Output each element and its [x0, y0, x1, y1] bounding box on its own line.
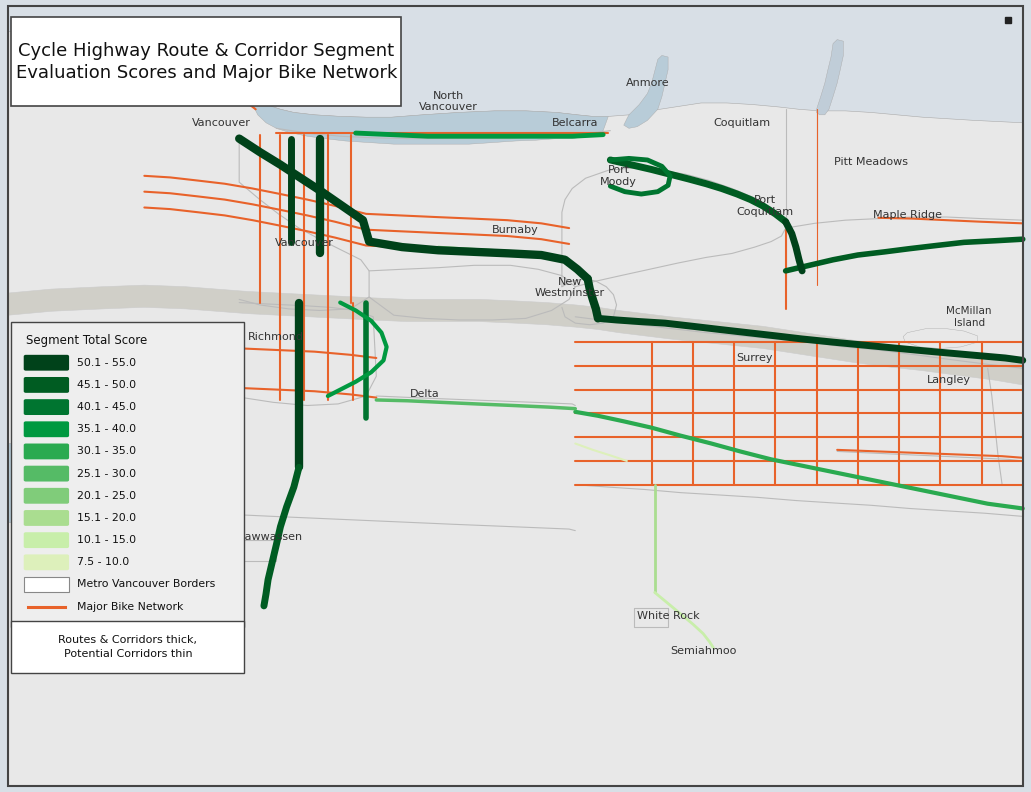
FancyBboxPatch shape — [24, 488, 69, 504]
Text: Pitt Meadows: Pitt Meadows — [834, 157, 908, 166]
Polygon shape — [8, 434, 222, 523]
Text: Langley: Langley — [927, 375, 970, 385]
Text: 10.1 - 15.0: 10.1 - 15.0 — [77, 535, 136, 545]
FancyBboxPatch shape — [24, 532, 69, 548]
Polygon shape — [903, 329, 977, 348]
Text: Metro Vancouver Borders: Metro Vancouver Borders — [77, 580, 215, 589]
Text: Burnaby: Burnaby — [492, 225, 539, 234]
FancyBboxPatch shape — [11, 322, 244, 627]
Polygon shape — [817, 40, 843, 115]
Text: McMillan
Island: McMillan Island — [946, 306, 992, 328]
Text: Semiahmoo: Semiahmoo — [670, 646, 736, 656]
Text: 40.1 - 45.0: 40.1 - 45.0 — [77, 402, 136, 412]
FancyBboxPatch shape — [24, 577, 69, 592]
Text: 50.1 - 55.0: 50.1 - 55.0 — [77, 358, 136, 367]
Text: Cycle Highway Route & Corridor Segment
Evaluation Scores and Major Bike Network: Cycle Highway Route & Corridor Segment E… — [15, 42, 397, 82]
FancyBboxPatch shape — [24, 377, 69, 393]
FancyBboxPatch shape — [24, 510, 69, 526]
Text: 35.1 - 40.0: 35.1 - 40.0 — [77, 425, 136, 434]
FancyBboxPatch shape — [24, 355, 69, 371]
FancyBboxPatch shape — [24, 399, 69, 415]
Text: Routes & Corridors thick,
Potential Corridors thin: Routes & Corridors thick, Potential Corr… — [59, 635, 197, 659]
Polygon shape — [8, 285, 1023, 385]
Text: Coquitlam: Coquitlam — [713, 118, 771, 128]
FancyBboxPatch shape — [11, 621, 244, 673]
Polygon shape — [8, 32, 1023, 786]
Text: Anmore: Anmore — [626, 78, 669, 88]
Text: New
Westminster: New Westminster — [535, 276, 605, 299]
Text: Vancouver: Vancouver — [192, 118, 252, 128]
Polygon shape — [624, 55, 668, 128]
Text: Tsawwassen: Tsawwassen — [234, 532, 302, 542]
FancyBboxPatch shape — [24, 466, 69, 482]
FancyBboxPatch shape — [24, 444, 69, 459]
Polygon shape — [250, 89, 608, 144]
Text: North
Vancouver: North Vancouver — [419, 90, 478, 112]
Text: 7.5 - 10.0: 7.5 - 10.0 — [77, 558, 130, 567]
Text: Belcarra: Belcarra — [552, 118, 599, 128]
Text: White Rock: White Rock — [637, 611, 699, 621]
Text: Maple Ridge: Maple Ridge — [873, 211, 941, 220]
Text: Port
Coquitlam: Port Coquitlam — [736, 195, 794, 217]
Text: Segment Total Score: Segment Total Score — [26, 334, 147, 347]
FancyBboxPatch shape — [24, 421, 69, 437]
Text: Surrey: Surrey — [736, 353, 773, 363]
Text: Delta: Delta — [410, 390, 439, 399]
Text: 20.1 - 25.0: 20.1 - 25.0 — [77, 491, 136, 501]
Text: 25.1 - 30.0: 25.1 - 30.0 — [77, 469, 136, 478]
Text: Major Bike Network: Major Bike Network — [77, 602, 184, 611]
Text: Richmond: Richmond — [248, 332, 304, 341]
Text: Port
Moody: Port Moody — [600, 165, 637, 187]
Text: Vancouver: Vancouver — [274, 238, 334, 248]
Text: 45.1 - 50.0: 45.1 - 50.0 — [77, 380, 136, 390]
Text: 15.1 - 20.0: 15.1 - 20.0 — [77, 513, 136, 523]
FancyBboxPatch shape — [11, 17, 401, 106]
Text: 30.1 - 35.0: 30.1 - 35.0 — [77, 447, 136, 456]
FancyBboxPatch shape — [24, 554, 69, 570]
